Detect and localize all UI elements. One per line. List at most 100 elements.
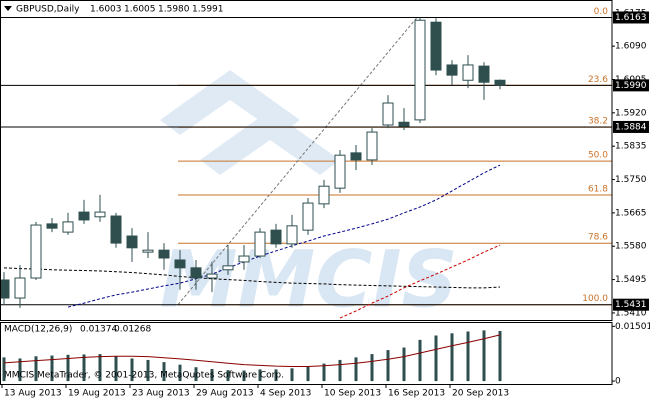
price-marker-box [613,120,649,133]
macd-signal [3,334,501,367]
fibo-label: 78.6 [588,233,608,243]
macd-bar [482,330,486,382]
candle-body [270,229,282,245]
fibo-label: 0.0 [594,7,609,17]
candle-body [126,235,138,249]
main-plot: 0.0 23.6 38.2 50.0 61.8 78.6 100.0 [0,7,612,319]
x-tick-label: 4 Sep 2013 [260,389,311,399]
price-marker-label: 1.5990 [615,81,647,91]
candle-body [0,279,10,299]
x-tick-label: 20 Sep 2013 [452,389,509,399]
candle-body [334,154,346,189]
y-tick-label: 1.5665 [615,208,647,218]
fibo-label: 100.0 [582,294,608,304]
candle-body [302,202,314,231]
macd-bar [354,357,358,382]
macd-bar [306,366,310,382]
macd-bar [82,354,86,382]
watermark-logo [160,70,340,175]
macd-frame [0,322,613,385]
macd-bar [194,367,198,382]
candle-body [478,65,490,83]
y-tick-label: 1.5495 [615,275,647,285]
x-tick-label: 13 Aug 2013 [4,389,62,399]
macd-bar [322,363,326,382]
x-tick-label: 29 Aug 2013 [196,389,254,399]
candle-body [286,225,298,245]
macd-bar [226,370,230,382]
macd-bar [338,359,342,382]
candle-body [142,249,154,253]
candle-body [62,221,74,233]
x-tick-label: 16 Sep 2013 [388,389,445,399]
macd-bar [178,364,182,382]
candle-body [94,211,106,218]
macd-tick-label: 0 [615,377,621,387]
y-tick-label: 1.5835 [615,142,647,152]
y-tick-label: 1.5920 [615,108,647,118]
macd-bar [450,333,454,382]
macd-bar [130,358,134,382]
candle-body [78,211,90,221]
header-price: 1.5980 [158,5,190,15]
x-tick-label: 23 Aug 2013 [132,389,190,399]
macd-bar [2,357,6,382]
candle-body [414,19,426,121]
header-price: 1.5991 [192,5,224,15]
macd-tick-label: 0.01501 [615,322,650,332]
macd-bar [386,350,390,382]
macd-bar [162,362,166,382]
candle-body [110,215,122,244]
y-tick-label: 1.5580 [615,242,647,252]
macd-plot [2,330,502,382]
candle-body [174,259,186,269]
candle-body [398,121,410,127]
macd-bar [466,331,470,382]
candle-body [350,152,362,161]
symbol: GBPUSD,Daily [16,5,80,15]
candle-body [222,265,234,271]
moving-average [3,267,501,289]
candle-body [318,185,330,205]
candle-body [30,224,42,279]
header-prices: 1.6003 1.6005 1.5980 1.5991 [90,5,224,15]
candle-body [366,131,378,161]
fibo-label: 38.2 [588,117,608,127]
macd-bar [402,347,406,382]
macd-bar [434,335,438,382]
price-marker-box [613,298,649,311]
fibo-label: 61.8 [588,184,608,194]
price-marker-label: 1.5884 [615,122,647,132]
header-price: 1.6003 [90,5,122,15]
y-tick-label: 1.6090 [615,42,647,52]
x-tick-label: 10 Sep 2013 [324,389,381,399]
trendline [177,17,418,306]
price-marker-label: 1.6163 [615,13,647,23]
menu-triangle [4,6,12,11]
main-frame [0,0,613,321]
macd-value: 0.01374 [80,325,117,335]
macd-bar [498,330,502,382]
moving-average [339,244,501,319]
candle-body [158,249,170,259]
price-marker-label: 1.5431 [615,300,647,310]
macd-bar [50,355,54,382]
moving-average [67,164,501,308]
macd-bar [66,354,70,382]
price-marker-box [613,11,649,24]
macd-bar [418,339,422,382]
macd-bar [258,369,262,382]
candle-body [446,64,458,76]
fibo-label: 50.0 [588,151,608,161]
candle-body [46,223,58,229]
candle-body [430,21,442,71]
macd-bar [146,359,150,382]
macd-label: MACD(12,26,9) [4,325,72,335]
price-marker-box [613,79,649,92]
macd-bar [114,356,118,382]
macd-bar [98,354,102,382]
macd-bar [34,356,38,382]
macd-bar [242,370,246,382]
macd-bar [290,368,294,382]
